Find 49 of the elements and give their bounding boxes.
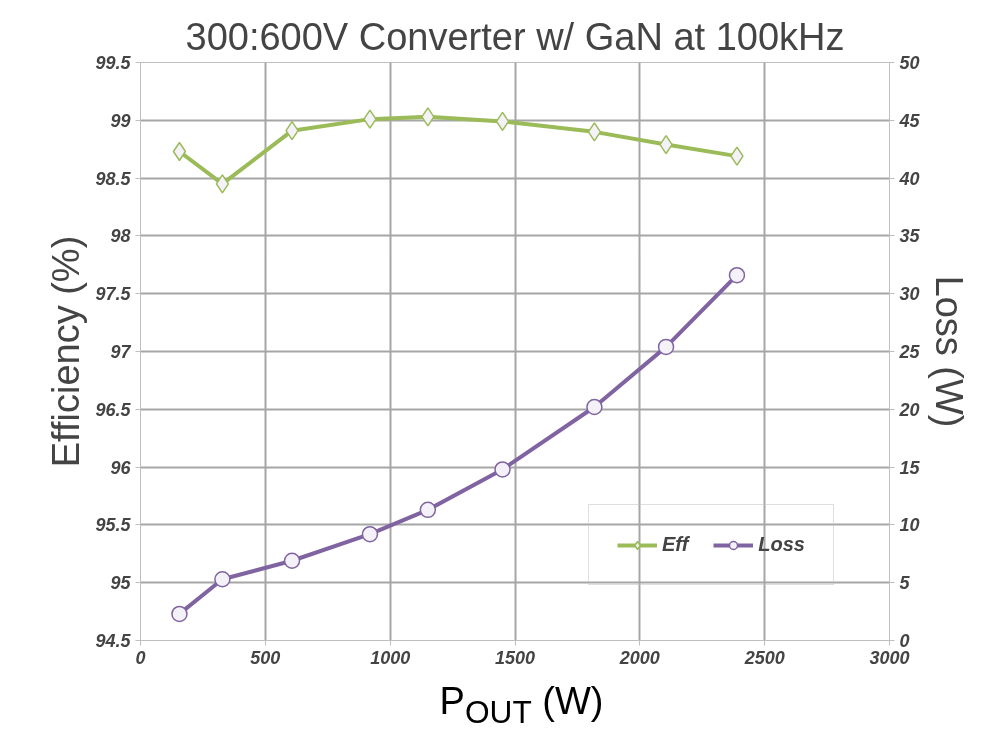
x-tick-label: 1000 — [370, 647, 411, 668]
y-tick-label: 99 — [110, 110, 131, 131]
point — [730, 146, 744, 166]
legend-label: Eff — [662, 533, 689, 556]
y2-tick-label: 50 — [899, 53, 920, 73]
x-tick-label: 0 — [135, 647, 146, 668]
y2-tick-label: 35 — [899, 226, 921, 247]
point — [171, 605, 188, 623]
y-tick-label: 95.5 — [95, 515, 132, 536]
chart-title: 300:600V Converter w/ GaN at 100kHz — [185, 15, 845, 58]
y-tick-label: 96 — [110, 457, 132, 478]
point — [657, 338, 675, 356]
point — [586, 398, 603, 416]
y-tick-label: 94.5 — [95, 631, 132, 651]
y-tick-label: 98.5 — [95, 168, 132, 189]
x-tick-label: 2000 — [618, 647, 660, 668]
point — [728, 266, 746, 284]
x-tick-label: 500 — [250, 647, 281, 668]
y-axis-title: Efficiency (%) — [45, 235, 88, 468]
x-tick-label: 2500 — [743, 647, 785, 668]
y2-tick-label: 15 — [899, 457, 921, 478]
y2-tick-label: 20 — [898, 399, 920, 420]
y-tick-label: 99.5 — [95, 53, 132, 73]
y2-axis-title: Loss (W) — [927, 275, 970, 428]
point — [494, 461, 511, 478]
point — [214, 571, 231, 588]
point — [419, 501, 437, 519]
y2-tick-label: 45 — [898, 110, 921, 131]
point — [172, 141, 187, 162]
y-tick-label: 97 — [110, 342, 132, 362]
y2-tick-label: 10 — [899, 515, 920, 536]
point — [215, 174, 230, 194]
point — [587, 122, 602, 142]
y-tick-label: 95 — [110, 573, 132, 594]
y2-tick-label: 30 — [899, 284, 920, 305]
y2-tick-label: 40 — [898, 168, 920, 189]
y-tick-label: 98 — [110, 226, 131, 247]
legend-label: Loss — [758, 533, 805, 556]
point — [421, 107, 435, 127]
point — [495, 111, 510, 132]
x-tick-label: 1500 — [494, 647, 536, 668]
y2-tick-label: 25 — [898, 342, 921, 362]
point — [363, 109, 377, 129]
y2-tick-label: 5 — [899, 573, 911, 594]
point — [361, 525, 379, 543]
x-axis-title: P$_{OUT}$ (W) — [439, 680, 604, 730]
y-tick-label: 97.5 — [95, 284, 132, 305]
y-tick-label: 96.5 — [95, 399, 132, 420]
point — [283, 552, 301, 569]
